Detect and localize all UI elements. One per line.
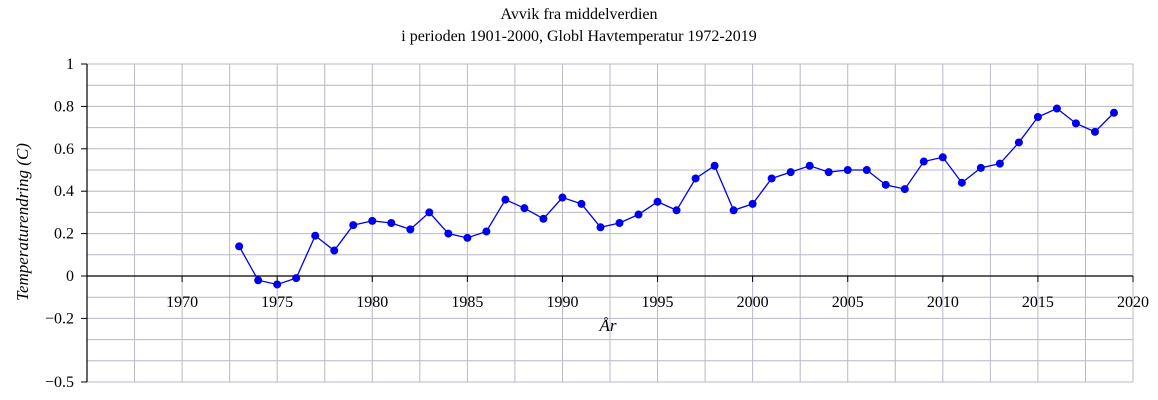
data-point <box>748 199 757 208</box>
data-point <box>1071 119 1080 128</box>
data-point <box>653 197 662 206</box>
data-point <box>843 166 852 174</box>
data-point <box>691 174 700 183</box>
data-point <box>615 219 624 227</box>
data-point <box>729 206 738 215</box>
data-point <box>368 216 377 225</box>
data-point <box>786 168 795 177</box>
x-tick-label: 2010 <box>927 294 959 311</box>
y-tick-label: 0 <box>66 268 74 285</box>
chart-title: Avvik fra middelverdien <box>500 6 658 23</box>
x-tick-label: 1990 <box>546 294 578 311</box>
y-tick-label: −0.5 <box>45 374 74 391</box>
data-point <box>273 280 282 289</box>
x-tick-label: 1970 <box>166 294 198 311</box>
x-tick-label: 1985 <box>451 294 483 311</box>
data-point <box>976 163 985 172</box>
data-point <box>634 210 643 219</box>
data-point <box>900 185 909 194</box>
y-tick-label: 0.8 <box>54 98 74 115</box>
y-tick-label: 0.2 <box>54 226 74 243</box>
data-point <box>520 204 529 213</box>
x-tick-label: 1975 <box>261 294 293 311</box>
y-tick-label: 0.6 <box>54 141 74 158</box>
data-point <box>254 276 263 285</box>
data-point <box>1052 104 1061 113</box>
data-point <box>672 206 681 215</box>
data-point <box>995 159 1004 168</box>
data-point <box>235 242 244 251</box>
data-point <box>938 153 947 162</box>
data-point <box>710 161 719 170</box>
data-point <box>463 233 472 242</box>
x-axis-label: År <box>599 316 617 335</box>
data-point <box>1014 138 1023 147</box>
x-tick-label: 1980 <box>356 294 388 311</box>
y-axis-label: Temperaturendring (C) <box>13 143 32 301</box>
data-point <box>805 161 814 170</box>
data-point <box>444 229 453 238</box>
x-tick-label: 2000 <box>737 294 769 311</box>
data-point <box>539 214 548 223</box>
y-tick-label: −0.2 <box>45 310 74 327</box>
data-point <box>596 223 605 232</box>
data-point <box>330 246 339 255</box>
y-tick-label: 0.4 <box>54 183 74 200</box>
x-tick-label: 1995 <box>642 294 674 311</box>
data-point <box>881 180 890 189</box>
x-tick-label: 2005 <box>832 294 864 311</box>
x-tick-label: 2020 <box>1117 294 1149 311</box>
data-point <box>425 208 434 217</box>
data-point <box>349 221 358 230</box>
chart-subtitle: i perioden 1901-2000, Globl Havtemperatu… <box>401 28 757 45</box>
y-tick-label: 1 <box>66 56 74 73</box>
data-point <box>501 195 510 204</box>
x-tick-label: 2015 <box>1022 294 1054 311</box>
data-point <box>292 274 301 283</box>
data-point <box>1090 127 1099 136</box>
data-point <box>482 227 491 236</box>
data-point <box>824 168 833 177</box>
data-point <box>1033 113 1042 121</box>
data-point <box>767 174 776 183</box>
series-line <box>238 107 1115 286</box>
data-point <box>387 219 396 227</box>
data-point <box>577 199 586 208</box>
data-point <box>1109 108 1118 117</box>
data-point <box>558 193 567 202</box>
data-point <box>919 157 928 166</box>
data-point <box>406 225 415 234</box>
data-point <box>862 166 871 174</box>
data-point <box>311 231 320 240</box>
data-point <box>957 178 966 187</box>
